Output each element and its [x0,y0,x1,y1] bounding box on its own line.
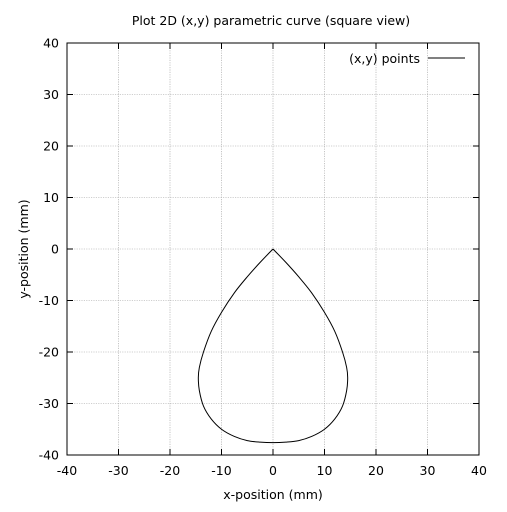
x-tick-label: -20 [160,463,180,478]
x-tick-label: -40 [57,463,77,478]
y-tick-label: 0 [51,242,59,257]
y-tick-label: 30 [43,87,59,102]
x-tick-label: 40 [471,463,487,478]
legend: (x,y) points [349,51,465,66]
x-axis-title: x-position (mm) [223,487,323,502]
grid [67,43,479,455]
y-tick-labels: -40 -30 -20 -10 0 10 20 30 40 [39,36,59,463]
plot-frame [66,42,480,456]
legend-label: (x,y) points [349,51,420,66]
y-tick-label: -10 [39,293,59,308]
x-tick-label: 30 [420,463,436,478]
x-tick-label: -10 [211,463,231,478]
y-tick-label: -40 [39,448,59,463]
series-line-xy-points [197,248,349,444]
x-tick-labels: -40 -30 -20 -10 0 10 20 30 40 [57,463,487,478]
chart-title: Plot 2D (x,y) parametric curve (square v… [132,13,410,28]
y-tick-label: 10 [43,190,59,205]
y-axis-title: y-position (mm) [16,199,31,298]
x-tick-label: -30 [108,463,128,478]
y-tick-label: -20 [39,345,59,360]
y-tick-label: 20 [43,139,59,154]
y-tick-label: 40 [43,36,59,51]
y-tick-label: -30 [39,396,59,411]
x-tick-label: 0 [269,463,277,478]
x-tick-label: 20 [368,463,384,478]
x-tick-label: 10 [317,463,333,478]
